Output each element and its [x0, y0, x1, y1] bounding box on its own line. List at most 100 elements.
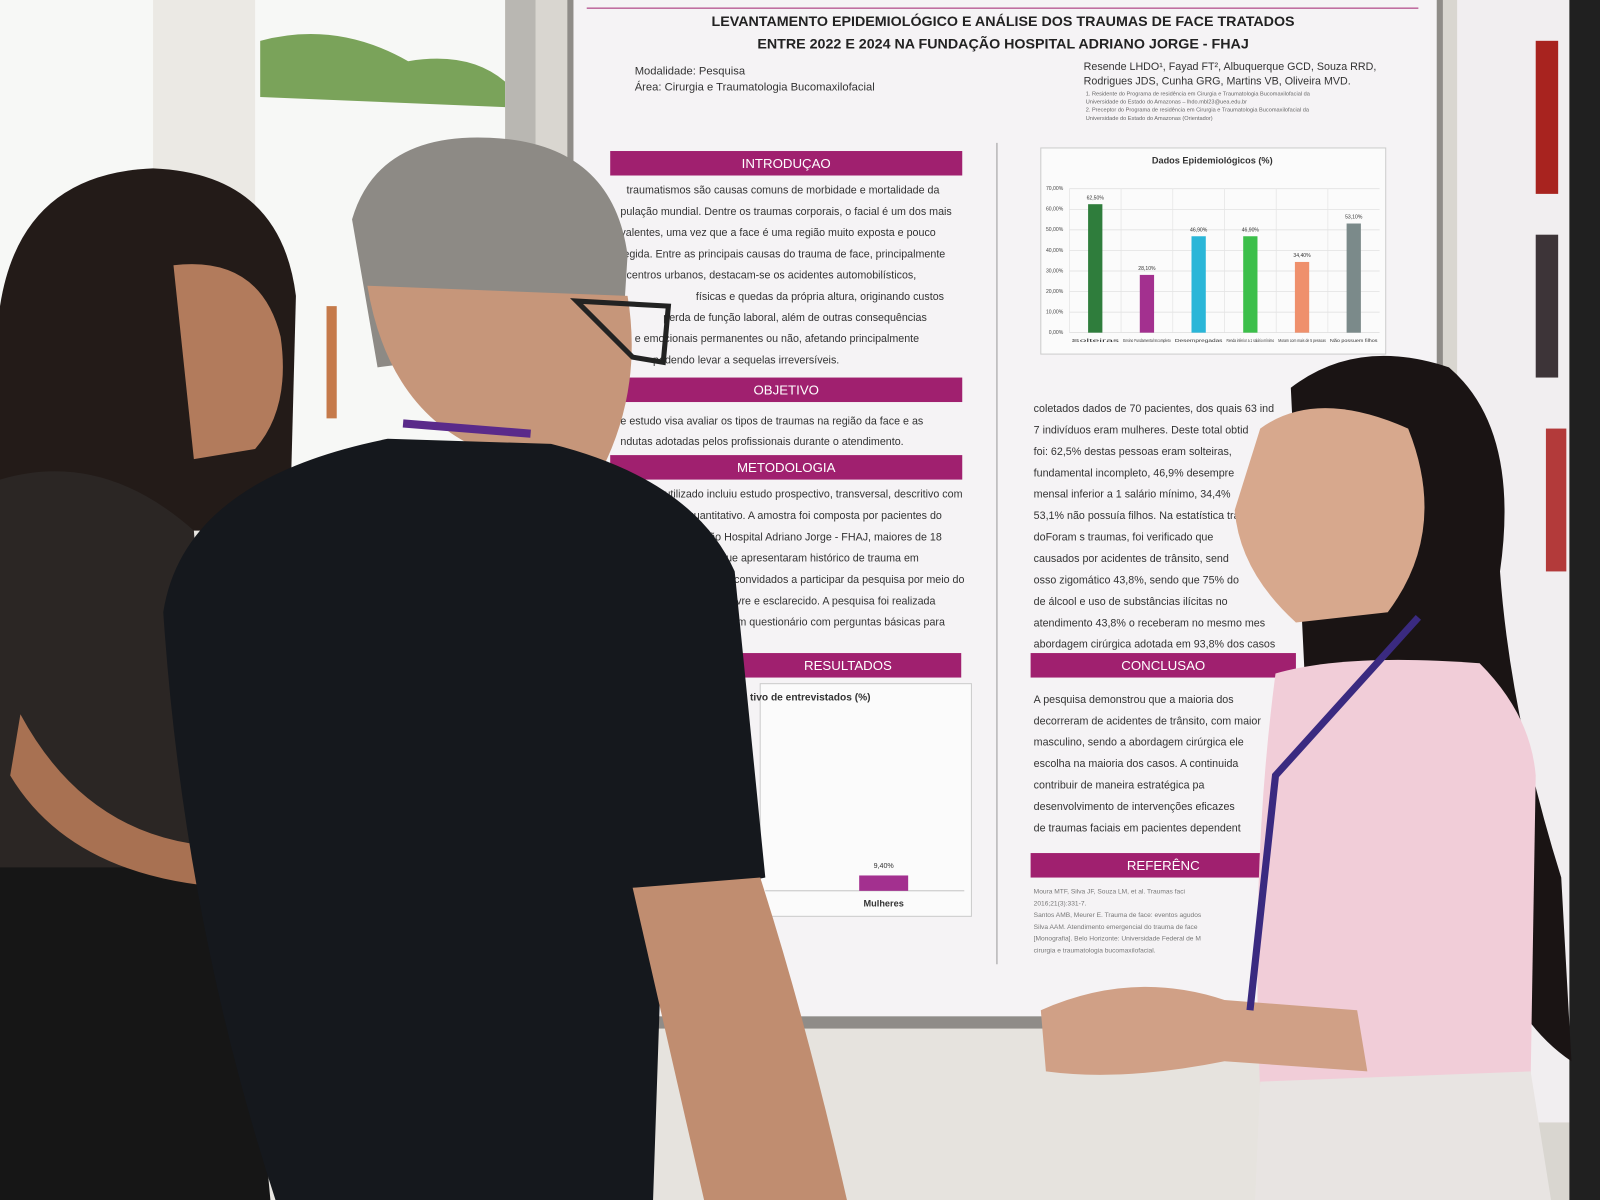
body-line: mensal inferior a 1 salário mínimo, 34,4… — [1034, 489, 1231, 501]
body-line: tegida. Entre as principais causas do tr… — [620, 248, 945, 260]
poster-content: LEVANTAMENTO EPIDEMIOLÓGICO E ANÁLISE DO… — [610, 12, 1387, 954]
body-line: abordagem cirúrgica adotada em 93,8% dos… — [1034, 639, 1276, 651]
authors: Rodrigues JDS, Cunha GRG, Martins VB, Ol… — [1084, 75, 1351, 87]
arm — [632, 877, 847, 1200]
body-line: Moura MTF, Silva JF, Souza LM, et al. Tr… — [1034, 889, 1186, 896]
affiliation: 1. Residente do Programa de residência e… — [1086, 91, 1311, 97]
body-line: e estudo visa avaliar os tipos de trauma… — [620, 415, 923, 427]
body-line: o um questionário com perguntas básicas … — [722, 617, 945, 629]
value-label: 9,40% — [874, 862, 895, 870]
body-line: de traumas faciais em pacientes dependen… — [1034, 822, 1241, 834]
body-line: atendimento 43,8% o receberam no mesmo m… — [1034, 617, 1265, 629]
body-line: fundamental incompleto, 46,9% desempre — [1034, 467, 1235, 479]
trees — [260, 34, 506, 108]
value-label: 53,10% — [1345, 215, 1363, 221]
chart-title: Dados Epidemiológicos (%) — [1152, 156, 1273, 166]
chart-title: tivo de entrevistados (%) — [750, 693, 871, 704]
body-line: étodo utilizado incluiu estudo prospecti… — [635, 489, 963, 501]
section-heading-bar — [1030, 853, 1296, 878]
body-line: 53,1% não possuía filhos. Na estatística… — [1034, 510, 1240, 522]
body-line: Silva AAM. Atendimento emergencial do tr… — [1034, 924, 1198, 931]
neighbour-photo — [1535, 234, 1559, 378]
authors: Resende LHDO¹, Fayad FT², Albuquerque GC… — [1084, 61, 1377, 73]
section-heading-bar — [1030, 653, 1296, 678]
board-edge — [1569, 0, 1600, 1200]
poster-title: LEVANTAMENTO EPIDEMIOLÓGICO E ANÁLISE DO… — [712, 12, 1295, 30]
body-line: masculino, sendo a abordagem cirúrgica e… — [1034, 737, 1244, 749]
value-label: 46,90% — [1190, 227, 1208, 233]
poster-title: ENTRE 2022 E 2024 NA FUNDAÇÃO HOSPITAL A… — [757, 35, 1248, 53]
face — [1234, 408, 1425, 623]
head — [367, 285, 632, 470]
y-tick-label: 10,00% — [1046, 309, 1064, 315]
x-tick-label: Solteiras — [1071, 338, 1119, 343]
hands — [1040, 986, 1368, 1075]
trousers — [0, 867, 271, 1200]
lanyard — [402, 419, 531, 438]
body-line: coletados dados de 70 pacientes, dos qua… — [1034, 403, 1274, 415]
body-line: o livre e esclarecido. A pesquisa foi re… — [722, 595, 935, 607]
value-label: 46,90% — [1242, 227, 1260, 233]
body-line: [Monografia]. Belo Horizonte: Universida… — [1034, 936, 1201, 943]
body-line: traumatismos são causas comuns de morbid… — [627, 185, 940, 197]
polo-shirt — [163, 438, 766, 1200]
body-line: contribuir de maneira estratégica pa — [1034, 780, 1205, 792]
value-label: 28,10% — [1138, 266, 1156, 272]
affiliation: Universidade do Estado do Amazonas (Orie… — [1086, 116, 1213, 122]
y-tick-label: 40,00% — [1046, 248, 1064, 254]
affiliation: 2. Preceptor do Programa de residência e… — [1086, 108, 1310, 114]
body-line: valentes, uma vez que a face é uma regiã… — [620, 227, 935, 239]
y-tick-label: 60,00% — [1046, 207, 1064, 213]
y-tick-label: 50,00% — [1046, 227, 1064, 233]
body-line: am convidados a participar da pesquisa p… — [716, 574, 964, 586]
x-tick-label: Ensino Fundamental Incompleto — [1123, 338, 1171, 343]
section-heading-bar — [610, 151, 963, 176]
x-tick-label: Não possuem filhos — [1330, 338, 1378, 343]
bar — [1088, 204, 1103, 333]
bar — [1191, 236, 1206, 333]
trousers — [1255, 1071, 1552, 1200]
value-label: 34,40% — [1293, 253, 1311, 259]
person-center — [163, 137, 847, 1200]
section-heading-bar — [610, 455, 963, 480]
bar — [1346, 223, 1361, 333]
x-tick-label: Desempregadas — [1175, 338, 1223, 343]
section-heading: REFERÊNC — [1127, 858, 1200, 873]
body-line: Santos AMB, Meurer E. Trauma de face: ev… — [1034, 912, 1202, 919]
x-tick-label: Renda inferior a 1 salário mínimo — [1227, 338, 1275, 343]
y-tick-label: 0,00% — [1049, 330, 1064, 336]
neighbour-photo — [1545, 428, 1567, 572]
body-line: 7 indivíduos eram mulheres. Deste total … — [1034, 424, 1249, 436]
face — [173, 264, 283, 460]
section-heading-bar — [734, 653, 962, 678]
body-line: físicas e quedas da própria altura, orig… — [696, 291, 944, 303]
modality: Modalidade: Pesquisa — [635, 65, 746, 77]
body-line: A pesquisa demonstrou que a maioria dos — [1034, 694, 1234, 706]
person-left — [0, 168, 296, 1200]
area: Área: Cirurgia e Traumatologia Bucomaxil… — [635, 81, 875, 94]
section-heading: METODOLOGIA — [737, 460, 836, 475]
body-line: cirurgia e traumatologia bucomaxilofacia… — [1034, 947, 1156, 954]
body-line: decorreram de acidentes de trânsito, com… — [1034, 715, 1262, 727]
body-line: pulação mundial. Dentre os traumas corpo… — [620, 206, 951, 218]
bar — [1294, 261, 1310, 333]
body-line: elineamento quantitativo. A amostra foi … — [627, 510, 942, 522]
x-tick-label: Mulheres — [864, 899, 904, 909]
body-line: podendo levar a sequelas irreversíveis. — [653, 354, 839, 366]
section-heading: RESULTADOS — [804, 658, 892, 673]
lanyard — [1246, 614, 1422, 1011]
neighbour-photo — [1535, 40, 1559, 194]
body-line: ndutas adotadas pelos profissionais dura… — [620, 436, 903, 448]
glasses — [570, 298, 672, 366]
body-line: osso zigomático 43,8%, sendo que 75% do — [1034, 574, 1239, 586]
person-right — [1040, 355, 1572, 1200]
y-tick-label: 20,00% — [1046, 289, 1064, 295]
body-line: doForam s traumas, foi verificado que — [1034, 532, 1214, 544]
value-label: 62,50% — [1087, 195, 1105, 201]
body-line: causados por acidentes de trânsito, send — [1034, 553, 1229, 565]
body-line: perda de função laboral, além de outras … — [663, 312, 927, 324]
affiliation: Universidade do Estado do Amazonas – lhd… — [1086, 100, 1247, 106]
